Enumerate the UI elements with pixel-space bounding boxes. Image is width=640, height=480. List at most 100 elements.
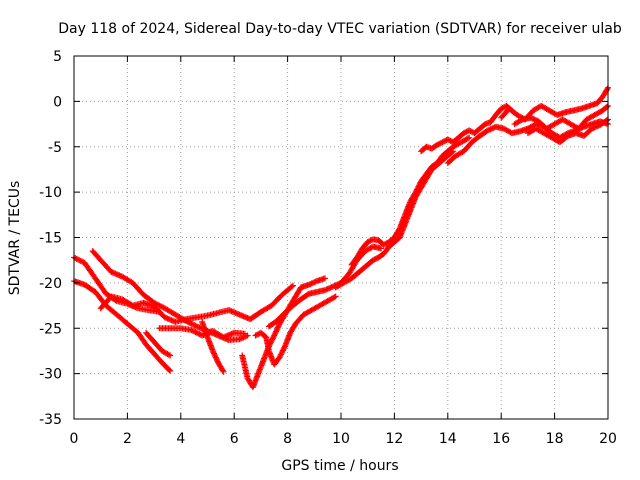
data-point	[460, 130, 467, 137]
data-point	[189, 321, 196, 328]
x-tick-label: 4	[176, 431, 185, 447]
data-point	[237, 335, 244, 342]
data-point	[371, 256, 378, 263]
data-point	[603, 103, 610, 110]
tick-labels: 0 2 4 6 8 10 12 14 16 18 20 -35 -30 -25 -20 -15 -10 -5 0 5	[39, 49, 617, 447]
data-point	[268, 337, 275, 344]
data-point	[412, 189, 419, 196]
data-point	[366, 238, 373, 245]
data-point	[487, 126, 494, 133]
data-point	[327, 284, 334, 291]
data-point	[395, 226, 402, 233]
data-point	[414, 186, 421, 193]
data-point	[289, 282, 296, 289]
data-point	[276, 354, 283, 361]
data-point	[436, 140, 443, 147]
y-tick-label: -5	[48, 140, 62, 156]
data-point	[196, 331, 203, 338]
data-point	[382, 241, 389, 248]
data-point	[73, 255, 80, 262]
data-point	[467, 128, 474, 135]
data-point	[288, 283, 295, 290]
data-point	[466, 127, 473, 134]
data-point	[188, 327, 195, 334]
data-point	[588, 125, 595, 132]
data-point	[435, 141, 442, 148]
y-tick-label: -15	[39, 231, 62, 247]
data-point	[325, 285, 332, 292]
data-point	[167, 352, 174, 359]
data-point	[592, 123, 599, 130]
data-point	[466, 134, 473, 141]
data-point	[530, 115, 537, 122]
data-marks	[71, 84, 611, 391]
data-point	[464, 135, 471, 142]
y-tick-label: -25	[39, 321, 62, 337]
data-point	[75, 256, 82, 263]
data-point	[413, 187, 420, 194]
y-tick-label: -20	[39, 276, 62, 292]
data-point	[72, 255, 79, 262]
data-point	[270, 333, 277, 340]
data-point	[531, 116, 538, 123]
data-point	[279, 348, 286, 355]
axis-ticks	[73, 55, 609, 420]
data-point	[528, 115, 535, 122]
series-trace-o	[498, 84, 611, 123]
data-point	[603, 117, 610, 124]
series-trace-d	[97, 282, 296, 325]
data-point	[76, 257, 83, 264]
data-point	[364, 239, 371, 246]
data-point	[156, 302, 163, 309]
data-point	[79, 258, 86, 265]
x-tick-label: 20	[599, 431, 617, 447]
data-point	[188, 320, 195, 327]
data-point	[462, 129, 469, 136]
data-point	[484, 127, 491, 134]
data-point	[159, 303, 166, 310]
data-point	[367, 237, 374, 244]
data-point	[332, 293, 339, 300]
data-point	[383, 240, 390, 247]
x-tick-label: 0	[70, 431, 79, 447]
data-point	[220, 368, 227, 375]
y-tick-label: -35	[39, 412, 62, 428]
data-point	[192, 329, 199, 336]
data-point	[331, 294, 338, 301]
data-point	[372, 255, 379, 262]
y-tick-label: 5	[53, 49, 62, 65]
data-point	[498, 105, 505, 112]
data-point	[269, 335, 276, 342]
data-point	[604, 86, 611, 93]
data-point	[440, 138, 447, 145]
data-point	[321, 287, 328, 294]
x-tick-label: 6	[230, 431, 239, 447]
data-point	[189, 327, 196, 334]
series-trace-e	[143, 329, 174, 359]
data-point	[167, 367, 174, 374]
data-point	[252, 332, 259, 339]
data-point	[488, 125, 495, 132]
x-tick-label: 18	[546, 431, 564, 447]
data-point	[241, 330, 248, 337]
data-point	[438, 139, 445, 146]
data-point	[439, 139, 446, 146]
data-point	[277, 352, 284, 359]
data-point	[305, 281, 312, 288]
data-point	[321, 275, 328, 282]
y-axis-label: SDTVAR / TECUs	[7, 181, 23, 296]
data-point	[415, 183, 422, 190]
data-point	[416, 182, 423, 189]
data-point	[157, 303, 164, 310]
data-point	[281, 344, 288, 351]
data-point	[309, 279, 316, 286]
data-point	[311, 279, 318, 286]
data-point	[269, 336, 276, 343]
data-point	[253, 331, 260, 338]
data-point	[463, 128, 470, 135]
series-trace-g	[199, 318, 227, 375]
y-tick-label: -10	[39, 185, 62, 201]
data-point	[192, 322, 199, 329]
data-point	[518, 117, 525, 124]
